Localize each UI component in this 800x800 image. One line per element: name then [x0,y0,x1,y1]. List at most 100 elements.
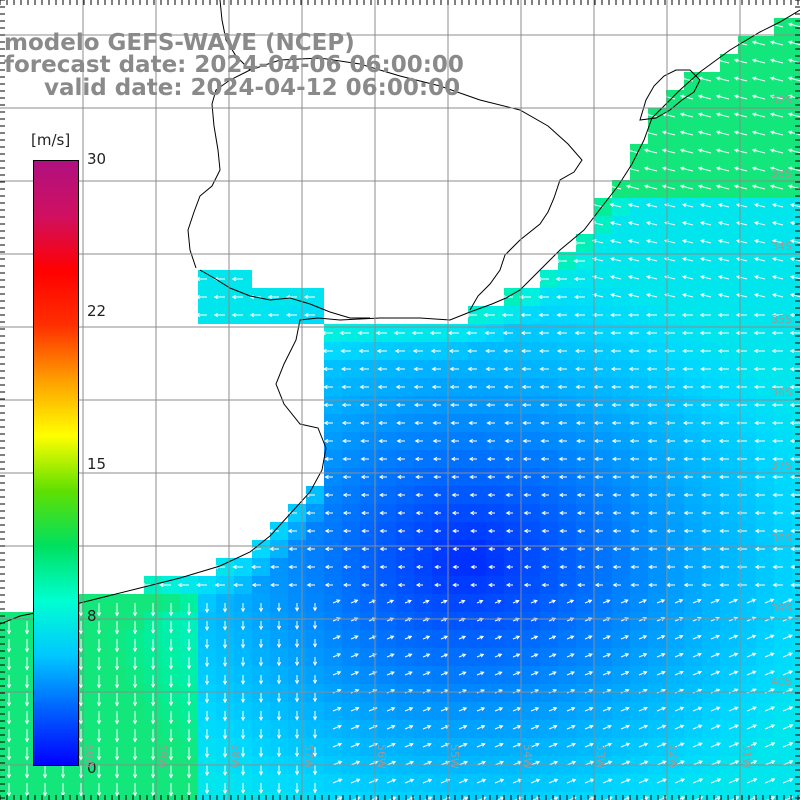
wind-arrow [258,693,264,703]
wind-arrow [324,564,333,570]
wind-arrow [710,634,721,640]
wind-arrow [361,528,369,534]
wind-arrow [379,564,387,570]
coastline [0,9,800,625]
wind-arrow [559,546,567,552]
wind-arrow [575,420,585,426]
wind-arrow [789,366,800,372]
wind-arrow [656,670,666,676]
wind-arrow [324,510,333,516]
wind-arrow [782,724,794,730]
wind-arrow [602,778,613,784]
wind-arrow [612,456,621,462]
wind-arrow [361,582,369,588]
lat-label: 33S [771,167,792,180]
wind-arrow [682,203,694,208]
wind-arrow [610,257,622,262]
wind-arrow [312,747,318,758]
wind-arrow [540,456,549,462]
wind-arrow [602,706,612,712]
wind-arrow [394,348,405,354]
wind-arrow [306,528,315,534]
wind-arrow [661,94,676,100]
wind-arrow [602,724,612,730]
wind-arrow [746,652,757,658]
wind-arrow [195,312,207,318]
wind-arrow [746,706,757,712]
wind-arrow [434,582,441,588]
wind-arrow [681,312,693,318]
wind-arrow [434,564,441,570]
wind-arrow [251,564,261,570]
wind-arrow [787,184,800,190]
wind-arrow [771,348,783,354]
lat-label: 32S [771,94,792,107]
wind-arrow [769,40,784,46]
wind-arrow [433,492,441,498]
wind-arrow [593,420,603,426]
wind-arrow [577,546,585,552]
wind-arrow [503,384,513,390]
wind-arrow [440,599,448,604]
wind-arrow [736,221,748,226]
wind-arrow [415,582,423,588]
wind-arrow [339,330,351,336]
wind-arrow [78,711,84,725]
wind-arrow [258,747,264,758]
wind-arrow [24,621,30,635]
wind-arrow [434,546,441,552]
wind-arrow [682,275,694,280]
wind-arrow [717,366,729,372]
wind-arrow [772,221,784,226]
wind-arrow [60,765,66,779]
wind-cell [252,792,270,800]
wind-arrow [458,778,469,784]
wind-arrow [577,564,585,570]
wind-arrow [96,711,102,725]
wind-arrow [415,492,423,498]
wind-cell [378,792,396,800]
wind-arrow [789,348,800,354]
wind-arrow [718,275,730,280]
wind-arrow [638,724,649,730]
wind-arrow [78,693,84,707]
wind-arrow [610,221,622,226]
wind-arrow [476,778,487,784]
wind-arrow [566,599,575,604]
wind-arrow [240,747,246,758]
wind-arrow [646,275,658,280]
wind-arrow [630,546,639,552]
wind-arrow [360,492,369,498]
wind-arrow [24,729,30,743]
wind-arrow [276,783,282,794]
wind-arrow [771,420,783,426]
wind-arrow [646,348,657,354]
wind-arrow [630,564,639,570]
wind-arrow [448,348,459,354]
wind-arrow [754,203,766,208]
wind-arrow [451,474,459,480]
wind-arrow [312,639,318,648]
wind-arrow [24,765,30,779]
wind-arrow [548,599,557,604]
wind-arrow [6,783,12,797]
wind-arrow [432,438,441,444]
wind-arrow [359,402,369,408]
wind-arrow [452,528,459,534]
wind-arrow [6,693,12,707]
wind-arrow [222,675,228,686]
wind-arrow [258,603,264,613]
wind-arrow [312,729,318,739]
wind-arrow [186,639,192,652]
wind-arrow [458,671,467,676]
wind-arrow [611,384,621,390]
wind-arrow [558,456,567,462]
wind-arrow [341,420,351,426]
wind-arrow [566,778,577,784]
wind-arrow [24,747,30,761]
wind-arrow [414,420,423,426]
lat-label: 34S [771,240,792,253]
wind-cell [504,792,522,800]
wind-arrow [361,564,369,570]
wind-arrow [638,635,648,640]
